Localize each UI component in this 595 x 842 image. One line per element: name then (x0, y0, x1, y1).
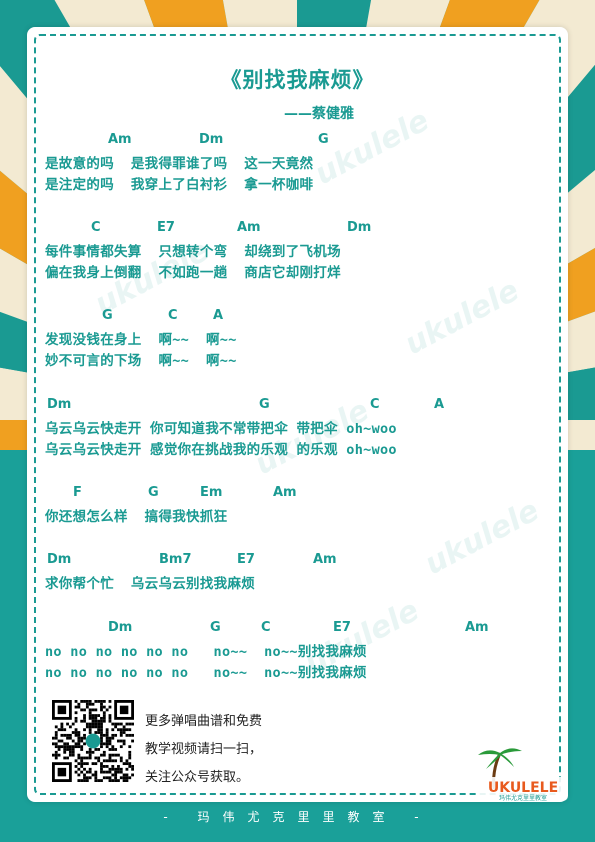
song-title: 《别找我麻烦》 (220, 68, 375, 92)
chord-label: Dm (47, 397, 72, 412)
card-dashed-border (34, 34, 561, 795)
lyric-line: 是注定的吗 我穿上了白衬衫 拿一杯咖啡 (45, 177, 314, 193)
chord-label: Am (313, 552, 337, 567)
chord-label: C (91, 220, 101, 235)
lyric-line: 偏在我身上倒翻 不如跑一趟 商店它却刚打烊 (45, 265, 341, 281)
lyric-line: 乌云乌云快走开 感觉你在挑战我的乐观 的乐观 oh~woo (45, 442, 397, 458)
chord-label: Am (237, 220, 261, 235)
qr-code-icon (52, 700, 134, 782)
chord-label: Am (108, 132, 132, 147)
lyric-line: no no no no no no no~~ no~~别找我麻烦 (45, 665, 367, 681)
chord-label: Am (465, 620, 489, 635)
lyric-line: 每件事情都失算 只想转个弯 却绕到了飞机场 (45, 244, 341, 260)
palm-tree-icon: UKULELE 玛伟尤克里里教室 (478, 748, 568, 802)
lyric-line: 妙不可言的下场 啊~~ 啊~~ (45, 353, 237, 369)
ukulele-logo: UKULELE 玛伟尤克里里教室 (470, 745, 570, 807)
svg-text:玛伟尤克里里教室: 玛伟尤克里里教室 (499, 794, 547, 802)
footer-line-1: 更多弹唱曲谱和免费 (145, 714, 263, 729)
chord-label: A (213, 308, 224, 323)
chord-label: G (259, 397, 270, 412)
lyric-line: 求你帮个忙 乌云乌云别找我麻烦 (45, 576, 256, 592)
chord-label: E7 (237, 552, 255, 567)
chord-label: Dm (108, 620, 133, 635)
lyric-line: 是故意的吗 是我得罪谁了吗 这一天竟然 (45, 156, 314, 172)
chord-label: C (370, 397, 380, 412)
chord-label: G (148, 485, 159, 500)
lyric-line: 你还想怎么样 搞得我快抓狂 (45, 509, 228, 525)
chord-label: Dm (47, 552, 72, 567)
footer-line-2: 教学视频请扫一扫， (145, 742, 263, 757)
chord-label: G (210, 620, 221, 635)
chord-label: Am (273, 485, 297, 500)
chord-label: C (261, 620, 271, 635)
chord-label: E7 (157, 220, 175, 235)
chord-label: E7 (333, 620, 351, 635)
lyric-line: 发现没钱在身上 啊~~ 啊~~ (45, 332, 237, 348)
lyric-line: 乌云乌云快走开 你可知道我不常带把伞 带把伞 oh~woo (45, 421, 397, 437)
chord-label: Dm (347, 220, 372, 235)
chord-label: Bm7 (159, 552, 192, 567)
chord-label: C (168, 308, 178, 323)
song-artist: ——蔡健雅 (284, 106, 354, 122)
chord-label: F (73, 485, 82, 500)
chord-label: Em (200, 485, 223, 500)
qr-code[interactable] (52, 700, 134, 782)
chord-label: G (102, 308, 113, 323)
svg-text:UKULELE: UKULELE (488, 780, 558, 796)
lyric-line: no no no no no no no~~ no~~别找我麻烦 (45, 644, 367, 660)
chord-label: Dm (199, 132, 224, 147)
bottom-brand-text: - 玛伟尤克里里教室 - (163, 810, 432, 824)
footer-line-3: 关注公众号获取。 (145, 770, 250, 785)
lyrics-card (27, 27, 568, 802)
chord-label: A (434, 397, 445, 412)
chord-label: G (318, 132, 329, 147)
